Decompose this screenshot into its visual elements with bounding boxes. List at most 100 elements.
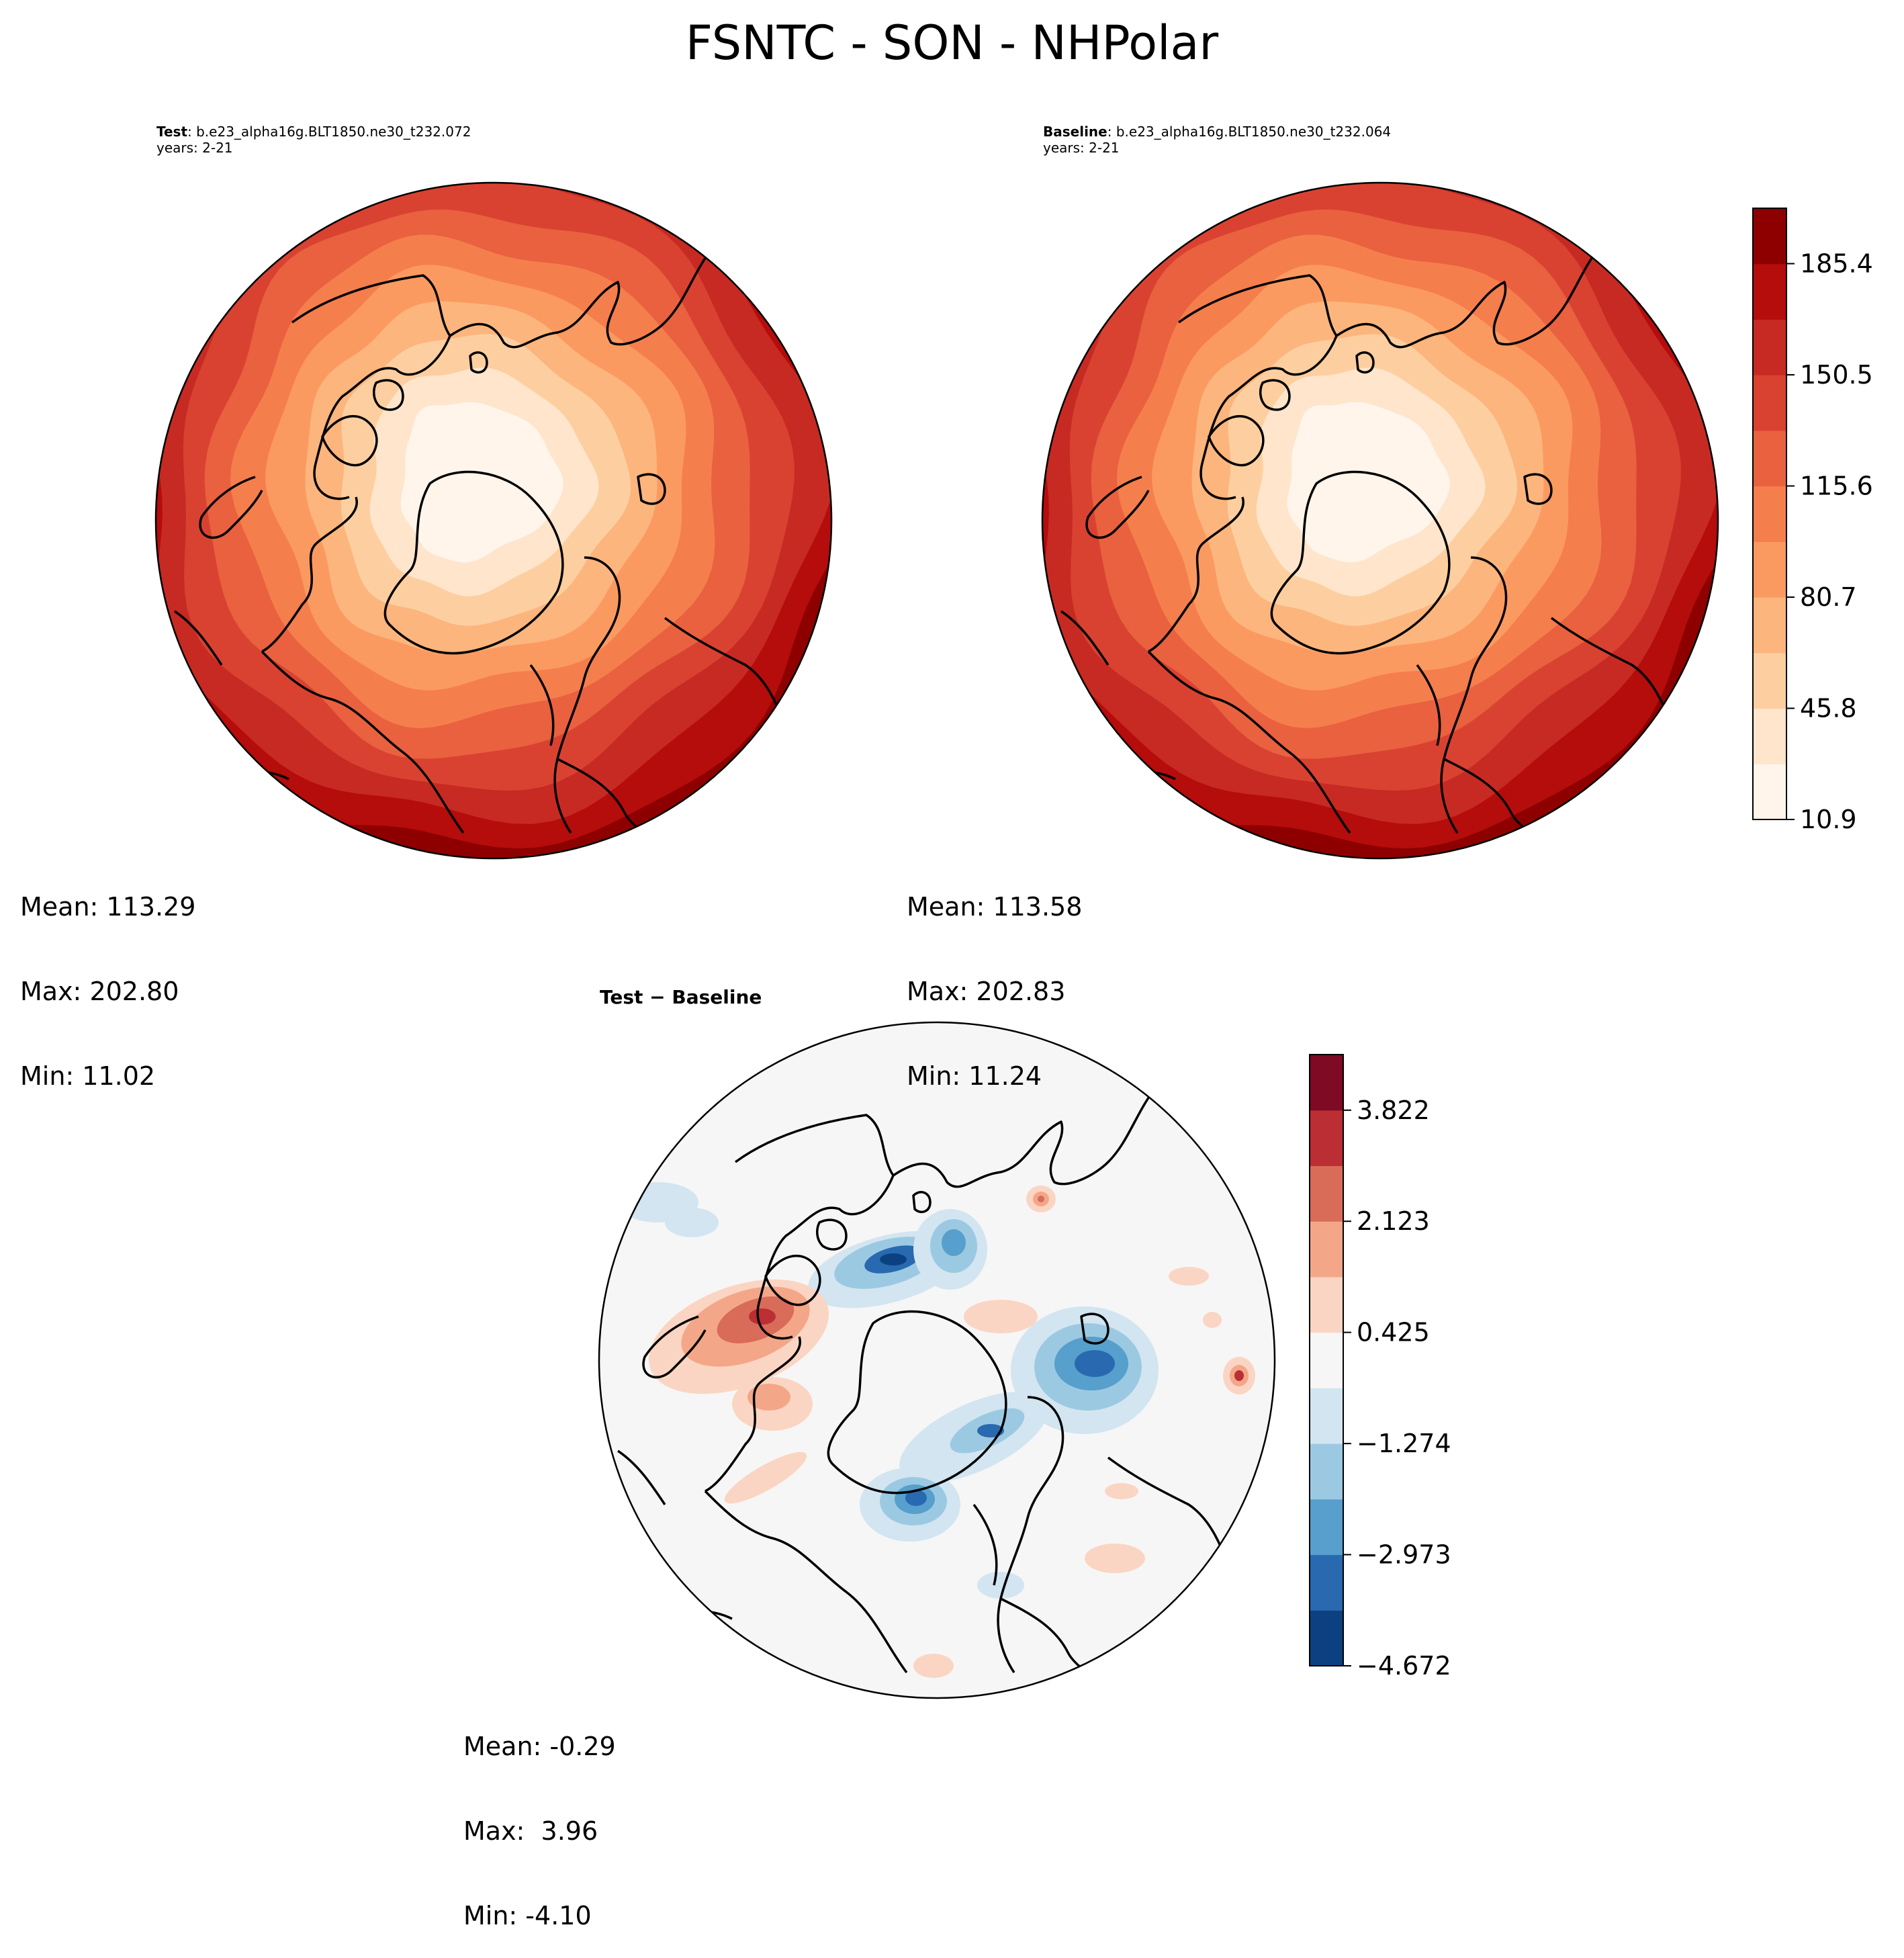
- baseline-contour-band: [1287, 402, 1450, 563]
- diff-coastline: [815, 1218, 848, 1251]
- test-contour-band: [400, 402, 563, 563]
- diff-colorbar-segment: [1310, 1221, 1343, 1278]
- test-coastline: [174, 610, 223, 666]
- main-colorbar: 10.9 45.8 80.7 115.6 150.5 185.4: [1752, 208, 1873, 834]
- main-colorbar-segment: [1753, 263, 1786, 320]
- main-colorbar-frame: [1752, 208, 1787, 820]
- diff-coastline: [734, 1087, 1157, 1188]
- test-coastline: [637, 473, 666, 505]
- baseline-coastline: [1199, 335, 1338, 500]
- diff-anomaly-neg: [942, 1229, 966, 1256]
- main-colorbar-segment: [1753, 430, 1786, 487]
- baseline-max: Max: 202.83: [907, 977, 1066, 1006]
- diff-polar-map: [598, 1021, 1276, 1699]
- diff-colorbar: −4.672 −2.973 −1.274 0.425 2.123 3.822: [1309, 1054, 1451, 1681]
- baseline-coastline: [1147, 650, 1351, 834]
- test-years: years: 2-21: [156, 140, 233, 156]
- main-colorbar-segment: [1753, 764, 1786, 820]
- diff-field-contours: [599, 1022, 1275, 1698]
- diff-anomaly-pos: [1203, 1312, 1222, 1328]
- test-coastline: [291, 247, 713, 349]
- baseline-case-name: : b.e23_alpha16g.BLT1850.ne30_t232.064: [1107, 124, 1392, 140]
- main-colorbar-segment: [1753, 652, 1786, 709]
- diff-colorbar-segment: [1310, 1055, 1343, 1111]
- main-colorbar-segment: [1753, 541, 1786, 598]
- diff-colorbar-tick-label: −1.274: [1357, 1429, 1451, 1458]
- test-coastline: [261, 496, 359, 653]
- diff-colorbar-segment: [1310, 1610, 1343, 1666]
- main-colorbar-tick-label: 80.7: [1800, 582, 1857, 612]
- baseline-coastline: [1148, 496, 1245, 653]
- diff-anomaly-neg: [1122, 1659, 1175, 1686]
- diff-anomaly-neg: [1075, 1350, 1115, 1377]
- diff-colorbar-tick-label: −2.973: [1357, 1540, 1451, 1570]
- main-colorbar-tick-label: 185.4: [1800, 249, 1873, 279]
- diff-anomaly-pos: [1105, 1483, 1138, 1499]
- diff-stats: Mean: -0.29 Max: 3.96 Min: -4.10: [463, 1676, 616, 1958]
- diff-min: Min: -4.10: [463, 1901, 592, 1930]
- test-min: Min: 11.02: [20, 1061, 156, 1091]
- diff-anomaly-pos: [1234, 1370, 1244, 1381]
- main-colorbar-tick-label: 150.5: [1800, 360, 1873, 390]
- diff-coastline: [704, 1490, 908, 1674]
- diff-coastline: [756, 1175, 895, 1340]
- diff-coastline: [1080, 1312, 1109, 1345]
- diff-anomaly-pos: [913, 1654, 954, 1678]
- test-coastline: [372, 379, 404, 411]
- diff-anomaly-pos: [749, 1308, 776, 1325]
- diff-coastline: [972, 1503, 998, 1586]
- main-colorbar-segment: [1753, 597, 1786, 654]
- diff-colorbar-segment: [1310, 1499, 1343, 1556]
- diff-coastline: [705, 1336, 802, 1493]
- main-colorbar-segment: [1753, 208, 1786, 265]
- baseline-map-boundary: [1041, 181, 1719, 860]
- test-panel-title: Test: b.e23_alpha16g.BLT1850.ne30_t232.0…: [156, 124, 471, 140]
- diff-anomaly-pos: [1085, 1544, 1145, 1573]
- diff-colorbar-segment: [1310, 1443, 1343, 1500]
- diff-colorbar-segment: [1310, 1276, 1343, 1333]
- baseline-polar-map: [1041, 181, 1719, 860]
- baseline-field-contours: [1042, 183, 1718, 858]
- diff-anomaly-pos: [747, 1384, 790, 1411]
- test-mean: Mean: 113.29: [20, 892, 196, 922]
- test-coastline: [529, 664, 555, 746]
- main-colorbar-tick-label: 115.6: [1800, 472, 1873, 501]
- test-stats: Mean: 113.29 Max: 202.80 Min: 11.02: [20, 836, 195, 1118]
- baseline-coastline: [1440, 556, 1508, 834]
- diff-coastline: [997, 1396, 1064, 1673]
- diff-panel-title: Test − Baseline: [600, 986, 762, 1008]
- main-colorbar-tick-label: 10.9: [1800, 805, 1857, 834]
- diff-colorbar-segment: [1310, 1554, 1343, 1611]
- main-colorbar-segment: [1753, 319, 1786, 375]
- test-coastline: [469, 351, 488, 374]
- main-colorbar-ticks: 10.9 45.8 80.7 115.6 150.5 185.4: [1786, 249, 1873, 834]
- baseline-coastline: [1523, 473, 1553, 505]
- diff-colorbar-tick-label: −4.672: [1357, 1651, 1451, 1681]
- diff-colorbar-tick-label: 2.123: [1357, 1206, 1430, 1236]
- test-coastline: [383, 470, 564, 655]
- test-field-contours: [156, 183, 831, 858]
- diff-anomaly-neg: [665, 1208, 719, 1237]
- diff-anomaly-neg: [977, 1572, 1024, 1599]
- baseline-mean: Mean: 113.58: [907, 892, 1083, 922]
- baseline-coastline: [1177, 247, 1600, 349]
- diff-mean: Mean: -0.29: [463, 1732, 616, 1761]
- diff-max: Max: 3.96: [463, 1816, 598, 1846]
- test-max: Max: 202.80: [20, 977, 179, 1006]
- diff-anomaly-pos: [1169, 1267, 1209, 1286]
- baseline-stats: Mean: 113.58 Max: 202.83 Min: 11.24: [907, 836, 1082, 1118]
- diff-anomaly-pos: [1038, 1196, 1044, 1202]
- test-coastline: [261, 650, 465, 834]
- baseline-years: years: 2-21: [1043, 140, 1120, 156]
- diff-colorbar-segment: [1310, 1388, 1343, 1444]
- test-coastline: [199, 476, 263, 539]
- diff-colorbar-segments: [1310, 1055, 1343, 1666]
- main-colorbar-segment: [1753, 708, 1786, 764]
- diff-map-boundary: [598, 1021, 1276, 1699]
- test-polar-map: [154, 181, 833, 860]
- diff-colorbar-tick-label: 3.822: [1357, 1096, 1430, 1125]
- baseline-min: Min: 11.24: [907, 1061, 1042, 1091]
- baseline-coastline: [1208, 415, 1265, 467]
- diff-coastline: [912, 1191, 932, 1214]
- diff-colorbar-frame: [1309, 1054, 1344, 1666]
